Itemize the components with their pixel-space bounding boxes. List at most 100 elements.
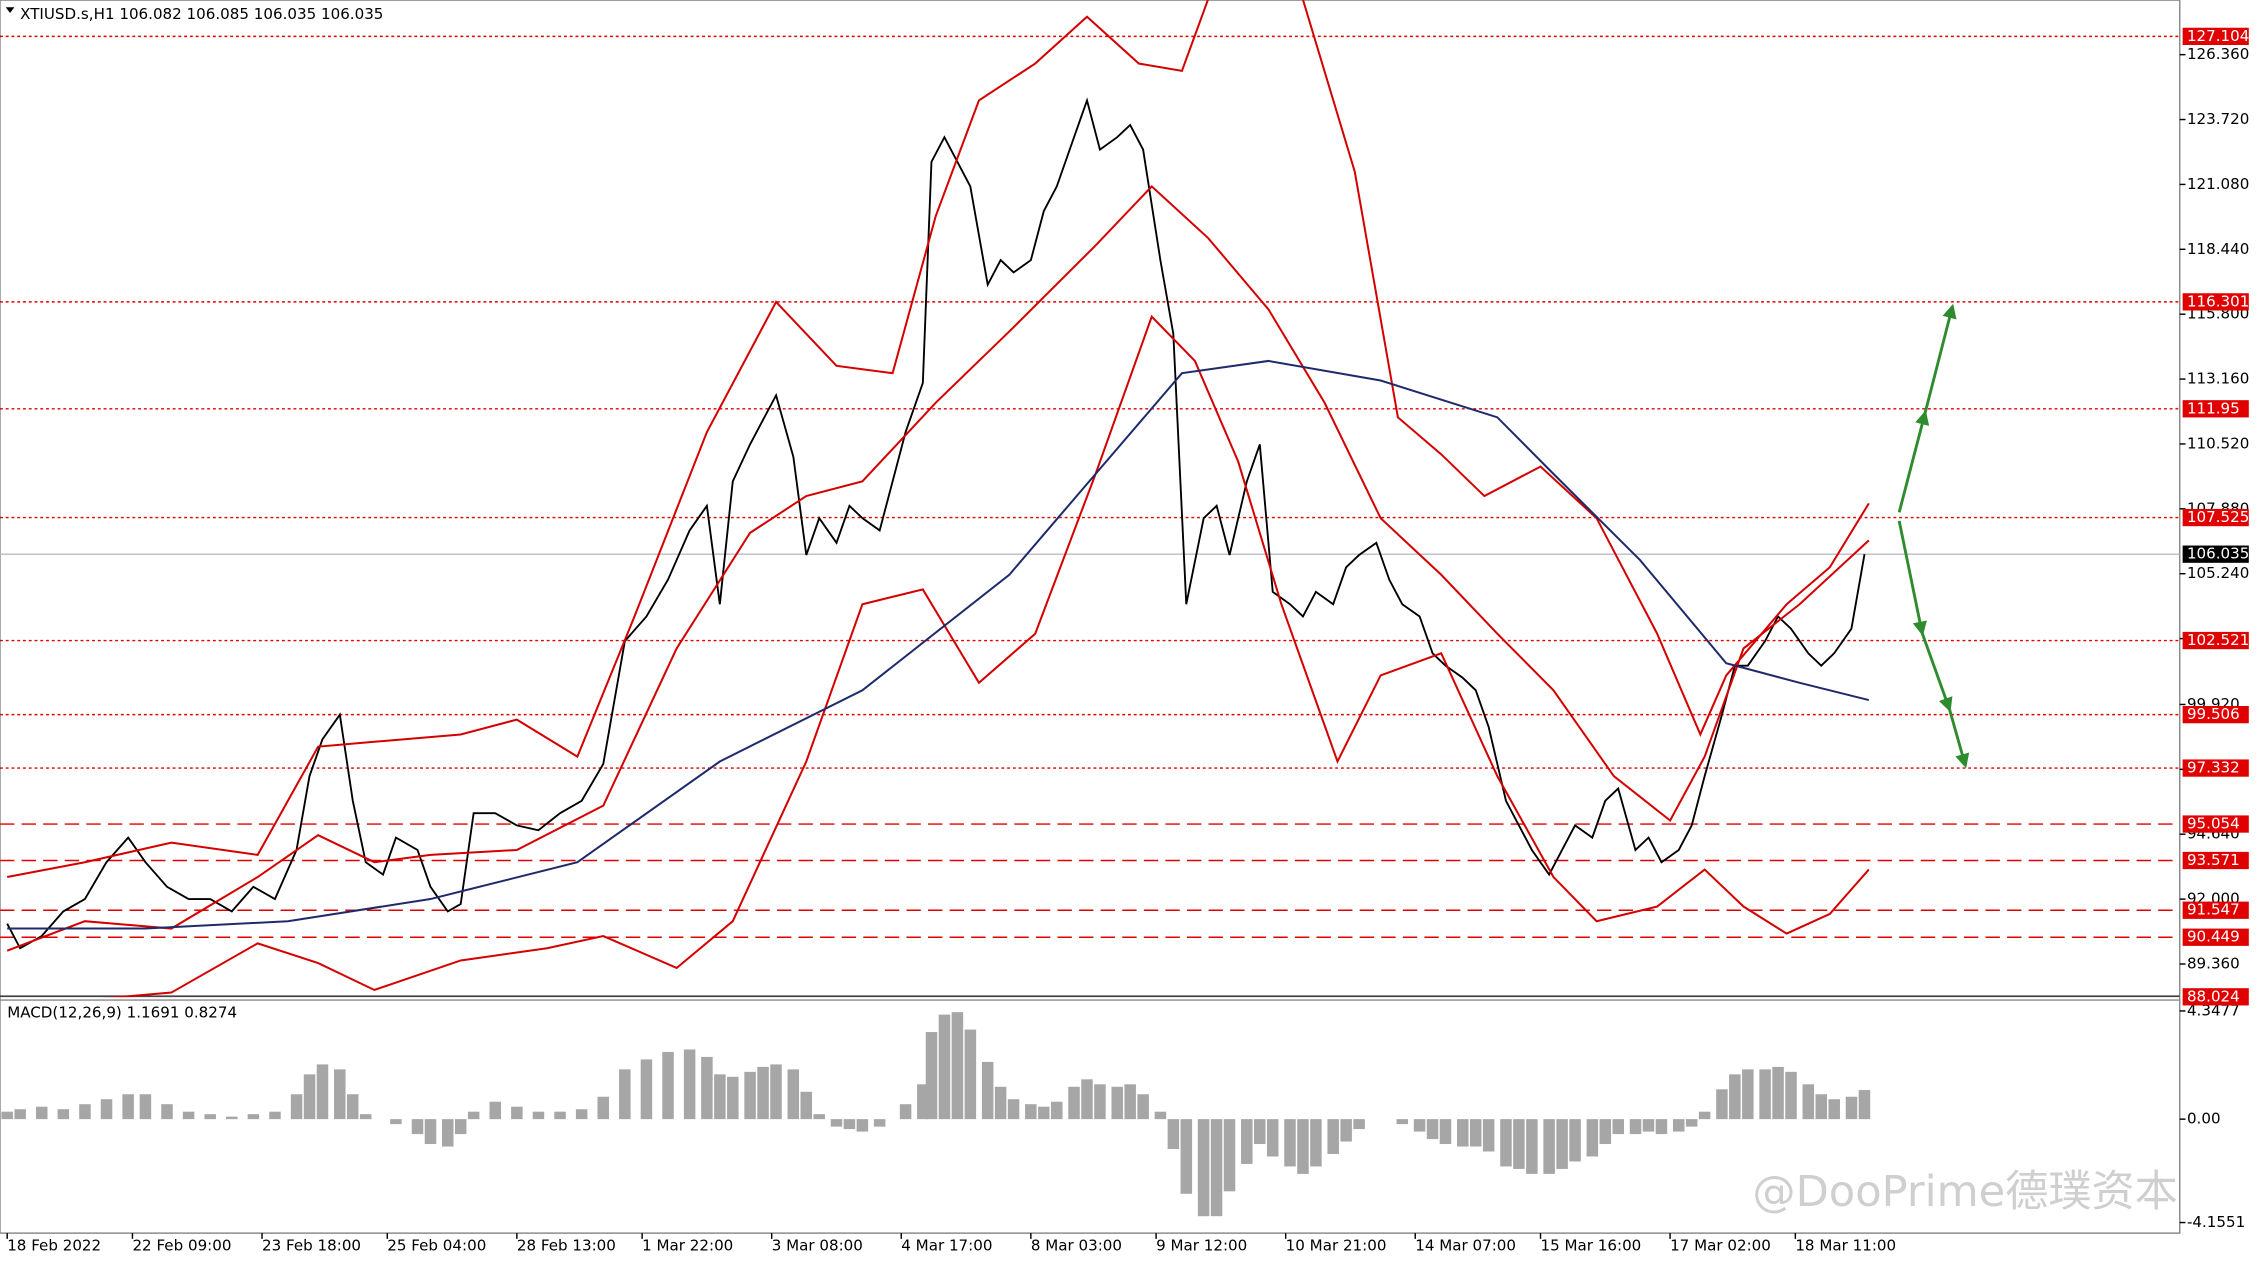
level-label-box (2182, 928, 2249, 946)
x-tick-label: 4 Mar 17:00 (901, 1237, 992, 1255)
histogram-bar (1426, 1119, 1439, 1140)
histogram-bar (1137, 1094, 1149, 1120)
y-tick-label: 89.360 (2187, 954, 2240, 972)
histogram-bar (981, 1061, 994, 1120)
histogram-bar (899, 1104, 912, 1120)
histogram-bar (247, 1114, 260, 1120)
histogram-bar (161, 1104, 173, 1120)
histogram-bar (1742, 1069, 1754, 1120)
histogram-bar (1469, 1119, 1482, 1147)
x-tick-label: 17 Mar 02:00 (1670, 1237, 1771, 1255)
histogram-bar (683, 1049, 696, 1120)
histogram-bar (1543, 1119, 1555, 1174)
arrow (1897, 410, 1930, 513)
histogram-bar (390, 1119, 402, 1125)
histogram-bar (770, 1064, 782, 1120)
series-line (6, 185, 1870, 952)
x-tick-label: 8 Mar 03:00 (1031, 1237, 1122, 1255)
histogram-bar (856, 1119, 869, 1132)
histogram-bar (1266, 1119, 1279, 1157)
histogram-bar (1785, 1071, 1797, 1120)
histogram-bar (554, 1111, 566, 1120)
histogram-bar (1569, 1119, 1581, 1162)
histogram-bar (1685, 1119, 1698, 1127)
y-tick-label: 110.520 (2187, 434, 2249, 452)
histogram-bar (1716, 1089, 1728, 1120)
arrow (1920, 632, 1953, 713)
histogram-bar (1081, 1079, 1093, 1120)
x-tick-label: 28 Feb 13:00 (517, 1237, 616, 1255)
histogram-bar (843, 1119, 856, 1130)
histogram-bar (813, 1114, 825, 1120)
level-label: 116.301 (2187, 292, 2249, 310)
histogram-bar (964, 1029, 977, 1120)
histogram-bar (1254, 1119, 1266, 1145)
level-label: 90.449 (2187, 928, 2240, 946)
histogram-bar (1828, 1099, 1840, 1120)
x-tick-label: 9 Mar 12:00 (1156, 1237, 1247, 1255)
histogram-bar (1556, 1119, 1568, 1169)
histogram-bar (511, 1106, 523, 1120)
histogram-bar (787, 1069, 800, 1120)
histogram-bar (1858, 1090, 1871, 1120)
histogram-bar (938, 1014, 951, 1120)
histogram-bar (411, 1119, 424, 1135)
histogram-bar (1025, 1104, 1037, 1120)
y-tick-label: 4.3477 (2187, 1001, 2240, 1019)
histogram-bar (1197, 1119, 1210, 1217)
histogram-bar (290, 1094, 303, 1120)
level-label-box (2182, 27, 2249, 46)
histogram-bar (532, 1111, 545, 1120)
histogram-bar (1500, 1119, 1512, 1167)
y-tick-label: 123.720 (2187, 110, 2249, 128)
y-tick-label: 126.360 (2187, 45, 2249, 63)
price-panel (0, 0, 2180, 998)
histogram-bar (1599, 1119, 1612, 1145)
histogram-bar (454, 1119, 467, 1135)
level-label-box (2182, 815, 2249, 833)
watermark: @DooPrime德璞资本 (1752, 1167, 2177, 1217)
histogram-bar (1038, 1106, 1050, 1120)
histogram-bar (1439, 1119, 1452, 1145)
histogram-bar (873, 1119, 886, 1127)
x-tick-label: 18 Mar 11:00 (1795, 1237, 1896, 1255)
level-label: 93.571 (2187, 851, 2240, 869)
histogram-bar (575, 1109, 588, 1120)
level-label-box (2182, 706, 2249, 724)
histogram-bar (122, 1094, 134, 1120)
level-label-box (2182, 988, 2249, 1006)
histogram-bar (640, 1059, 653, 1120)
level-label: 97.332 (2187, 759, 2240, 777)
histogram-bar (303, 1074, 316, 1120)
histogram-bar (1815, 1094, 1828, 1120)
macd-panel (1, 1012, 1871, 1217)
x-tick-label: 1 Mar 22:00 (642, 1237, 733, 1255)
histogram-bar (489, 1101, 502, 1120)
histogram-bar (994, 1086, 1007, 1120)
level-label: 91.547 (2187, 901, 2240, 919)
histogram-bar (1629, 1119, 1642, 1135)
x-tick-label: 15 Mar 16:00 (1541, 1237, 1642, 1255)
level-label-box (2182, 400, 2249, 418)
histogram-bar (1586, 1119, 1599, 1157)
histogram-bar (1802, 1084, 1815, 1120)
histogram-bar (1124, 1084, 1136, 1120)
histogram-bar (14, 1109, 26, 1120)
level-label: 95.054 (2187, 815, 2240, 833)
histogram-bar (139, 1094, 152, 1120)
histogram-bar (182, 1111, 195, 1120)
histogram-bar (597, 1096, 609, 1120)
series-line (105, 314, 1870, 998)
y-tick-label: -4.1551 (2187, 1213, 2245, 1231)
level-label: 102.521 (2187, 631, 2249, 649)
histogram-bar (1241, 1119, 1253, 1164)
histogram-bar (1729, 1074, 1741, 1120)
x-tick-label: 18 Feb 2022 (7, 1237, 101, 1255)
histogram-bar (1655, 1119, 1668, 1135)
histogram-bar (1772, 1066, 1784, 1120)
y-tick-label: 105.240 (2187, 564, 2249, 582)
level-label-box (2182, 508, 2249, 527)
histogram-bar (1327, 1119, 1339, 1154)
y-tick-label: 118.440 (2187, 240, 2249, 258)
